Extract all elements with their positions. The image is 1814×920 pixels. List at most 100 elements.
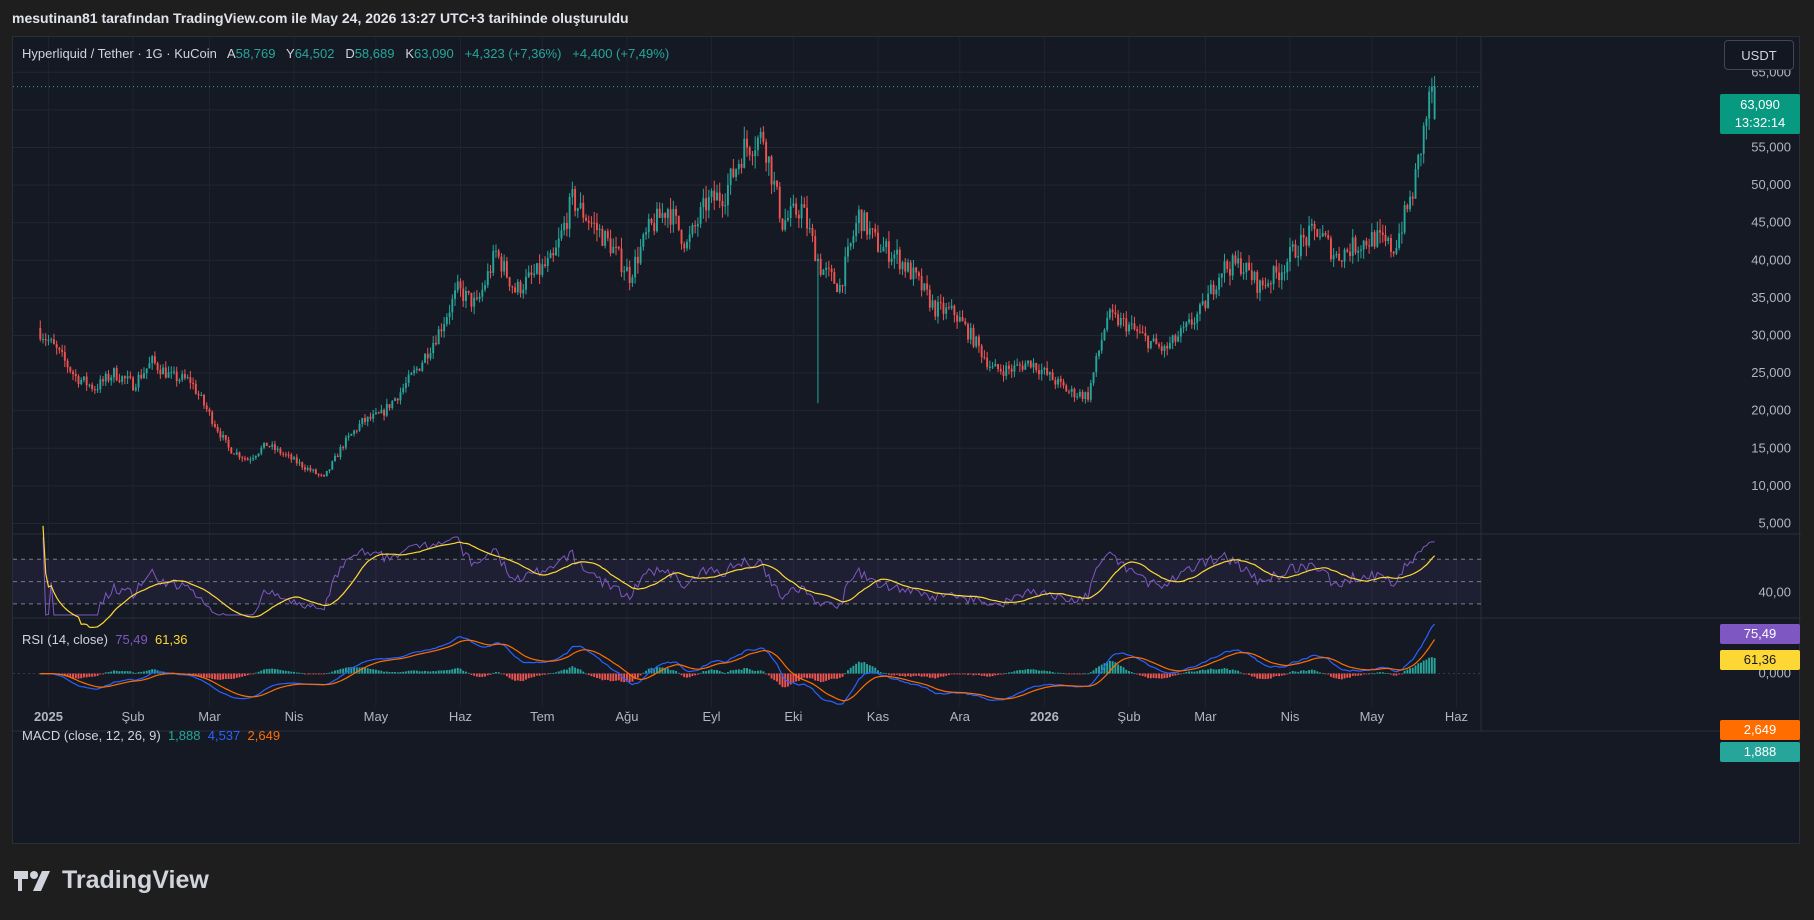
candle-body [55, 344, 58, 348]
macd-histogram-bar [1190, 671, 1193, 674]
candle-body [653, 223, 656, 232]
candle-body [1245, 262, 1248, 273]
macd-histogram-bar [718, 670, 721, 674]
candle-body [478, 296, 481, 299]
macd-histogram-bar [675, 670, 678, 674]
macd-histogram-bar [1198, 670, 1201, 674]
macd-histogram-bar [1316, 671, 1319, 674]
candle-body [197, 393, 200, 396]
candle-body [1201, 301, 1204, 305]
candle-body [126, 376, 129, 379]
macd-histogram-bar [527, 673, 530, 679]
macd-histogram-bar [1166, 673, 1169, 678]
candle-body [620, 248, 623, 273]
candle-body [93, 389, 96, 391]
candle-body [1417, 154, 1420, 170]
candle-body [1092, 372, 1095, 384]
macd-histogram-bar [1400, 673, 1403, 675]
candle-body [732, 168, 735, 177]
macd-histogram-bar [1291, 670, 1294, 674]
price-tick-label: 55,000 [1751, 139, 1791, 154]
candle-body [754, 150, 757, 156]
candle-body [939, 302, 942, 304]
chart-frame[interactable]: 5,000 10,000 15,000 20,000 25,000 30,000 35,00… [12, 36, 1801, 845]
macd-histogram-bar [123, 671, 126, 674]
macd-histogram-bar [445, 670, 448, 674]
candle-body [639, 246, 642, 264]
macd-histogram-bar [825, 673, 828, 681]
candle-body [552, 252, 555, 256]
candle-body [110, 377, 113, 381]
candle-body [1174, 335, 1177, 342]
candle-body [432, 342, 435, 354]
macd-histogram-bar [1108, 660, 1111, 674]
price-tick-label: 40,000 [1751, 252, 1791, 267]
candle-body [1007, 365, 1010, 369]
currency-selector-button[interactable]: USDT [1724, 40, 1794, 70]
candle-body [1310, 223, 1313, 226]
macd-histogram-bar [847, 670, 849, 674]
candle-body [776, 180, 778, 187]
macd-histogram-bar [129, 671, 132, 674]
candle-body [418, 368, 421, 371]
candle-body [238, 452, 241, 458]
macd-histogram-bar [1368, 673, 1371, 675]
macd-histogram-bar [945, 673, 948, 676]
macd-histogram-bar [1231, 669, 1234, 674]
candle-body [967, 324, 969, 340]
candle-body [1103, 329, 1106, 341]
macd-histogram-bar [1046, 671, 1049, 674]
candle-body [1158, 344, 1160, 347]
tradingview-logo[interactable]: TradingView [14, 866, 209, 895]
candle-body [519, 281, 522, 294]
candle-body [429, 353, 432, 359]
macd-histogram-bar [295, 672, 298, 674]
candle-body [1406, 205, 1409, 210]
macd-histogram-bar [866, 664, 869, 674]
candle-body [737, 164, 740, 170]
symbol-name[interactable]: Hyperliquid / Tether · 1G · KuCoin [22, 46, 217, 61]
chart-canvas[interactable]: 5,000 10,000 15,000 20,000 25,000 30,000 35,00… [13, 37, 1801, 845]
candle-body [977, 336, 980, 346]
macd-histogram-bar [1182, 672, 1185, 674]
macd-histogram-bar [647, 668, 650, 674]
candle-body [331, 461, 334, 470]
macd-histogram-bar [710, 669, 713, 674]
candle-body [1054, 380, 1057, 385]
candle-body [1182, 327, 1185, 329]
candle-body [1229, 268, 1231, 276]
candle-body [915, 267, 918, 273]
macd-histogram-bar [219, 673, 222, 680]
candle-body [1065, 385, 1068, 392]
macd-histogram-bar [1084, 673, 1087, 675]
candle-body [514, 287, 517, 293]
candle-body [467, 290, 470, 293]
candle-body [1297, 256, 1300, 258]
macd-histogram-bar [593, 673, 596, 677]
candle-body [855, 223, 858, 237]
macd-histogram-bar [1294, 671, 1297, 674]
macd-histogram-bar [713, 669, 716, 674]
candle-body [756, 137, 759, 151]
candle-body [170, 371, 173, 373]
macd-histogram-bar [833, 673, 836, 679]
candle-body [1373, 232, 1376, 247]
macd-histogram-bar [1141, 673, 1144, 677]
candle-body [724, 205, 727, 207]
macd-histogram-bar [1305, 670, 1308, 674]
macd-histogram-bar [1430, 657, 1433, 674]
macd-histogram-bar [934, 673, 937, 679]
candle-body [625, 266, 628, 272]
candle-body [1351, 237, 1354, 256]
candle-body [898, 249, 901, 270]
candle-body [699, 207, 702, 224]
candle-body [1433, 86, 1436, 120]
macd-histogram-bar [1319, 672, 1321, 674]
macd-histogram-bar [699, 672, 702, 674]
rsi-title[interactable]: RSI (14, close) [22, 632, 108, 647]
macd-histogram-bar [661, 667, 664, 674]
macd-title[interactable]: MACD (close, 12, 26, 9) [22, 728, 161, 743]
time-tick-label: Mar [1194, 709, 1217, 724]
macd-histogram-bar [732, 670, 735, 674]
macd-histogram-bar [658, 667, 661, 674]
